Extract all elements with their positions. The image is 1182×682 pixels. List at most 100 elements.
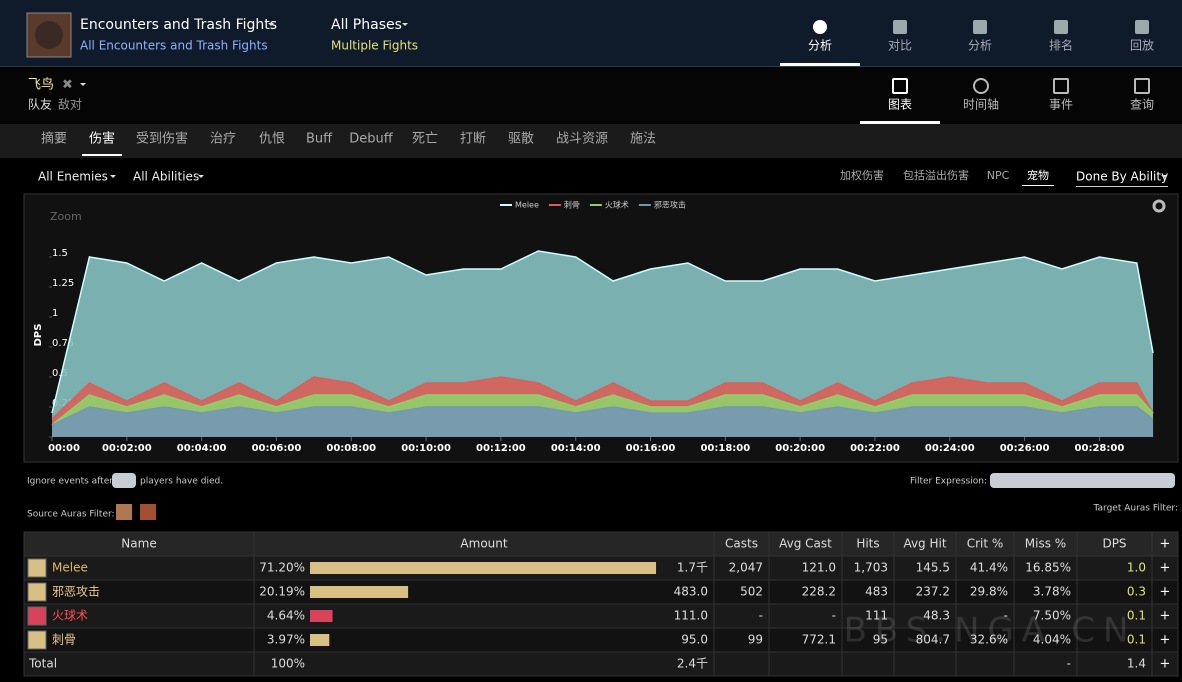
- view-active: [860, 121, 940, 124]
- ability-name[interactable]: 火球术: [52, 609, 88, 623]
- dropdown-caret[interactable]: [1161, 175, 1167, 178]
- friendly-toggle[interactable]: 队友: [28, 97, 52, 112]
- cell: 483.0: [674, 585, 708, 599]
- tab[interactable]: 仇恨: [259, 132, 285, 147]
- cell: 1.0: [1127, 561, 1146, 575]
- cell: 4.04%: [1033, 633, 1071, 647]
- tab[interactable]: 驱散: [508, 132, 534, 147]
- zoom-label[interactable]: Zoom: [50, 210, 82, 223]
- settings-icon[interactable]: [1152, 199, 1166, 213]
- legend-label[interactable]: 刺骨: [564, 201, 580, 210]
- column-header[interactable]: Crit %: [967, 537, 1004, 551]
- column-header[interactable]: Casts: [725, 537, 758, 551]
- ability-name[interactable]: 邪恶攻击: [52, 585, 100, 599]
- avatar-face: [35, 21, 63, 49]
- ability-name[interactable]: Melee: [52, 561, 88, 575]
- x-tick-label: 00:08:00: [326, 443, 376, 454]
- dropdown-caret[interactable]: [268, 23, 274, 26]
- column-header[interactable]: Miss %: [1025, 537, 1066, 551]
- ability-filter[interactable]: All Abilities: [133, 170, 199, 184]
- hostile-toggle[interactable]: 敌对: [58, 97, 82, 112]
- column-header[interactable]: DPS: [1102, 537, 1126, 551]
- option-toggle[interactable]: 加权伤害: [840, 168, 884, 182]
- nav-item[interactable]: 分析: [808, 39, 832, 53]
- percent: 20.19%: [259, 585, 305, 599]
- nav-item[interactable]: 分析: [968, 39, 992, 53]
- tab[interactable]: Debuff: [349, 132, 393, 147]
- y-tick-label: 1.5: [52, 248, 68, 259]
- nav-icon[interactable]: [973, 20, 987, 34]
- option-toggle[interactable]: 宠物: [1027, 168, 1049, 182]
- add-row[interactable]: +: [1160, 609, 1171, 624]
- encounter-title[interactable]: Encounters and Trash Fights: [80, 17, 277, 33]
- area-line: [51, 406, 1154, 426]
- legend-label[interactable]: 火球术: [605, 200, 629, 210]
- column-header[interactable]: Avg Hit: [903, 537, 946, 551]
- nav-active: [780, 63, 860, 66]
- dropdown-caret[interactable]: [198, 175, 204, 178]
- view-icon[interactable]: [973, 78, 989, 94]
- aura-icon[interactable]: [116, 504, 132, 520]
- player-name[interactable]: 飞鸟: [28, 77, 54, 93]
- add-column[interactable]: +: [1160, 537, 1171, 552]
- tab[interactable]: 战斗资源: [556, 132, 608, 147]
- mode-select[interactable]: Done By Ability: [1076, 170, 1168, 184]
- view-icon[interactable]: [892, 78, 908, 94]
- aura-icon[interactable]: [140, 504, 156, 520]
- option-active: [1022, 185, 1054, 186]
- add-row[interactable]: +: [1160, 561, 1171, 576]
- nav-icon[interactable]: [893, 20, 907, 34]
- encounter-subtitle: All Encounters and Trash Fights: [80, 39, 268, 53]
- tab[interactable]: 治疗: [210, 132, 236, 147]
- amount-bar: [310, 610, 333, 622]
- view-icon[interactable]: [1053, 78, 1069, 94]
- top-bar: [0, 0, 1182, 66]
- option-toggle[interactable]: 包括溢出伤害: [903, 168, 969, 182]
- table-row: [23, 603, 1179, 629]
- option-toggle[interactable]: NPC: [987, 169, 1010, 182]
- nav-icon[interactable]: [813, 20, 827, 34]
- column-header[interactable]: Name: [121, 537, 156, 551]
- view-item[interactable]: 图表: [888, 98, 912, 112]
- deaths-input[interactable]: [112, 473, 136, 488]
- filter-input[interactable]: [990, 473, 1175, 488]
- tab[interactable]: 受到伤害: [136, 131, 188, 147]
- cell: -: [1004, 609, 1008, 623]
- column-header[interactable]: Hits: [856, 537, 879, 551]
- add-row[interactable]: +: [1160, 585, 1171, 600]
- column-header[interactable]: Avg Cast: [779, 537, 832, 551]
- ability-name[interactable]: 刺骨: [52, 633, 76, 647]
- tab[interactable]: 死亡: [412, 132, 438, 147]
- add-row[interactable]: +: [1160, 657, 1171, 672]
- phase-subtitle: Multiple Fights: [331, 39, 418, 53]
- phase-title[interactable]: All Phases: [331, 17, 402, 33]
- view-item[interactable]: 时间轴: [963, 97, 999, 112]
- legend-label[interactable]: Melee: [515, 201, 539, 210]
- total-miss: -: [1067, 657, 1071, 671]
- dropdown-caret[interactable]: [110, 175, 116, 178]
- legend-label[interactable]: 邪恶攻击: [654, 200, 686, 210]
- tab[interactable]: 摘要: [41, 131, 67, 147]
- view-icon[interactable]: [1134, 78, 1150, 94]
- x-tick-label: 00:00: [48, 443, 80, 454]
- tab[interactable]: 伤害: [89, 131, 115, 147]
- view-item[interactable]: 查询: [1130, 98, 1154, 112]
- dropdown-caret[interactable]: [80, 83, 86, 86]
- cell: 237.2: [916, 585, 950, 599]
- nav-item[interactable]: 排名: [1049, 38, 1073, 53]
- amount-bar: [310, 634, 330, 646]
- tab[interactable]: 打断: [460, 132, 486, 147]
- enemy-filter[interactable]: All Enemies: [38, 170, 108, 184]
- nav-item[interactable]: 对比: [888, 39, 912, 53]
- column-header[interactable]: Amount: [460, 537, 507, 551]
- dropdown-caret[interactable]: [402, 23, 408, 26]
- nav-icon[interactable]: [1135, 20, 1149, 34]
- tab[interactable]: 施法: [630, 132, 656, 147]
- close-icon: ✖: [62, 78, 73, 93]
- view-item[interactable]: 事件: [1049, 98, 1073, 112]
- nav-item[interactable]: 回放: [1130, 38, 1154, 53]
- nav-icon[interactable]: [1054, 20, 1068, 34]
- tab[interactable]: Buff: [306, 132, 333, 147]
- add-row[interactable]: +: [1160, 633, 1171, 648]
- x-tick-label: 00:10:00: [401, 443, 451, 454]
